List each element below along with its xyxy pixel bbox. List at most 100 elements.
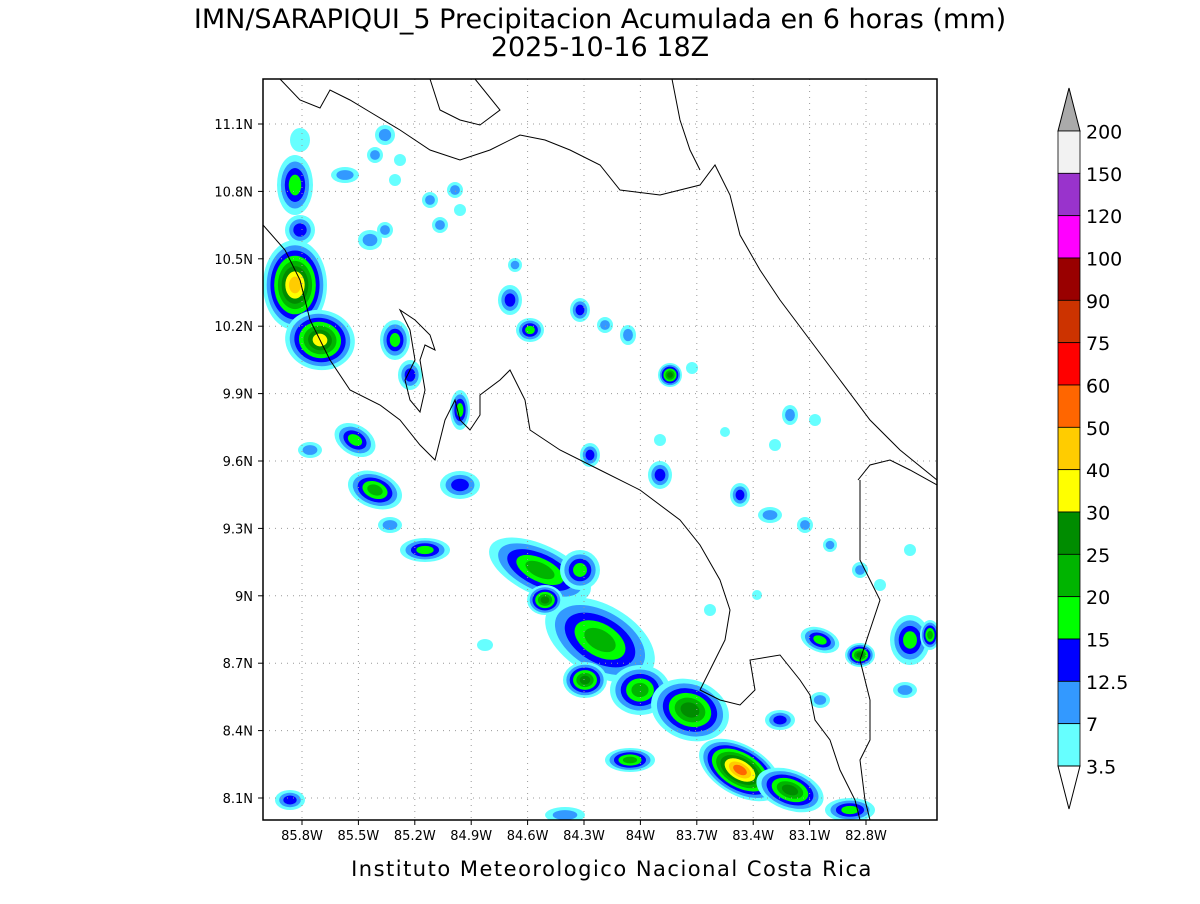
rain-contour <box>825 540 835 550</box>
colorbar-label: 30 <box>1086 503 1110 525</box>
lat-tick-label: 8.4N <box>223 725 253 740</box>
rain-contour <box>800 520 810 530</box>
rain-contour <box>631 682 649 698</box>
colorbar-label: 200 <box>1086 122 1122 144</box>
rain-contour <box>785 408 795 422</box>
lat-tick-label: 10.5N <box>214 253 253 268</box>
colorbar-under <box>1057 765 1081 810</box>
rain-contour <box>347 434 363 446</box>
rain-contour <box>927 630 933 640</box>
rain-contour <box>654 468 666 482</box>
lon-tick-label: 82.8W <box>845 829 887 844</box>
rain-contour <box>654 434 666 446</box>
rain-contour <box>382 520 398 530</box>
rain-contour <box>336 170 354 180</box>
rain-contour <box>290 128 310 152</box>
rain-contour <box>378 128 392 142</box>
graticule: 11.1N 10.8N 10.5N 10.2N 9.9N 9.6N 9.3N 9N 8.7N 8.… <box>214 79 937 844</box>
rain-contour <box>510 260 520 270</box>
colorbar-label: 7 <box>1086 714 1098 736</box>
lon-tick-label: 85.2W <box>394 829 436 844</box>
colorbar-segment <box>1057 384 1081 428</box>
colorbar-label: 12.5 <box>1086 672 1128 694</box>
colorbar-label: 60 <box>1086 376 1110 398</box>
rain-contour <box>302 445 318 455</box>
rain-contour <box>525 325 535 335</box>
lat-tick-label: 8.1N <box>223 792 253 807</box>
colorbar: 200 150 120 100 90 75 60 50 40 30 25 20 15 12.5 7 3.5 <box>1057 87 1128 810</box>
colorbar-segment <box>1057 638 1081 682</box>
lon-tick-label: 84.9W <box>450 829 492 844</box>
colorbar-label: 25 <box>1086 545 1110 567</box>
rain-contour <box>773 715 787 725</box>
colorbar-label: 100 <box>1086 249 1122 271</box>
rain-contour <box>680 702 700 718</box>
lon-tick-label: 85.5W <box>337 829 379 844</box>
title: IMN/SARAPIQUI_5 Precipitacion Acumulada … <box>194 4 1006 35</box>
lon-tick-label: 85.8W <box>281 829 323 844</box>
coastline <box>398 308 436 414</box>
rain-contour <box>362 233 378 247</box>
rain-contour <box>370 150 380 160</box>
footer: Instituto Meteorologico Nacional Costa R… <box>351 857 873 881</box>
rain-contour <box>293 223 307 237</box>
rain-contour <box>720 427 730 437</box>
rain-contour <box>704 604 716 616</box>
rain-contour <box>552 810 578 820</box>
rain-contour <box>416 545 434 555</box>
colorbar-segment <box>1057 299 1081 344</box>
coastline <box>279 79 937 481</box>
colorbar-segment <box>1057 257 1081 301</box>
rain-contour <box>897 685 913 695</box>
colorbar-segment <box>1057 469 1081 513</box>
rain-contour <box>855 565 865 575</box>
lat-tick-label: 10.2N <box>214 320 253 335</box>
rain-contour <box>762 510 778 520</box>
rain-contour <box>813 635 827 645</box>
precipitation-field <box>263 125 937 820</box>
rain-contour <box>813 695 827 705</box>
rain-contour <box>454 204 466 216</box>
colorbar-label: 120 <box>1086 206 1122 228</box>
rain-contour <box>686 362 698 374</box>
colorbar-segment <box>1057 553 1081 598</box>
rain-contour <box>904 544 916 556</box>
rain-contour <box>450 185 460 195</box>
rain-contour <box>451 478 469 492</box>
rain-contour <box>579 675 591 685</box>
colorbar-segment <box>1057 215 1081 259</box>
lat-tick-label: 9.6N <box>223 455 253 470</box>
rain-contour <box>425 195 435 205</box>
lon-tick-label: 83.1W <box>789 829 831 844</box>
lat-tick-label: 9N <box>235 590 253 605</box>
rain-contour <box>540 596 550 604</box>
rain-contour <box>600 320 610 330</box>
rain-contour <box>585 449 595 461</box>
colorbar-segment <box>1057 723 1081 767</box>
rain-contour <box>404 368 416 382</box>
map-frame <box>262 78 938 821</box>
lat-tick-label: 9.3N <box>223 522 253 537</box>
colorbar-over <box>1057 87 1081 132</box>
rain-contour <box>435 220 445 230</box>
colorbar-segment <box>1057 680 1081 725</box>
rain-contour <box>525 560 555 580</box>
rain-contour <box>288 174 302 196</box>
rain-contour <box>389 174 401 186</box>
rain-contour <box>389 333 401 347</box>
lon-tick-label: 84.6W <box>507 829 549 844</box>
lat-tick-label: 11.1N <box>214 118 253 133</box>
coastline <box>857 459 937 820</box>
lon-tick-label: 83.4W <box>732 829 774 844</box>
colorbar-label: 20 <box>1086 587 1110 609</box>
lat-tick-label: 9.9N <box>223 388 253 403</box>
rain-contour <box>623 328 633 342</box>
coastline <box>429 79 501 126</box>
rain-contour <box>394 154 406 166</box>
rain-contour <box>903 631 917 649</box>
colorbar-segment <box>1057 172 1081 217</box>
lon-tick-label: 84W <box>626 829 656 844</box>
rain-contour <box>575 304 585 316</box>
rain-contour <box>841 805 859 815</box>
